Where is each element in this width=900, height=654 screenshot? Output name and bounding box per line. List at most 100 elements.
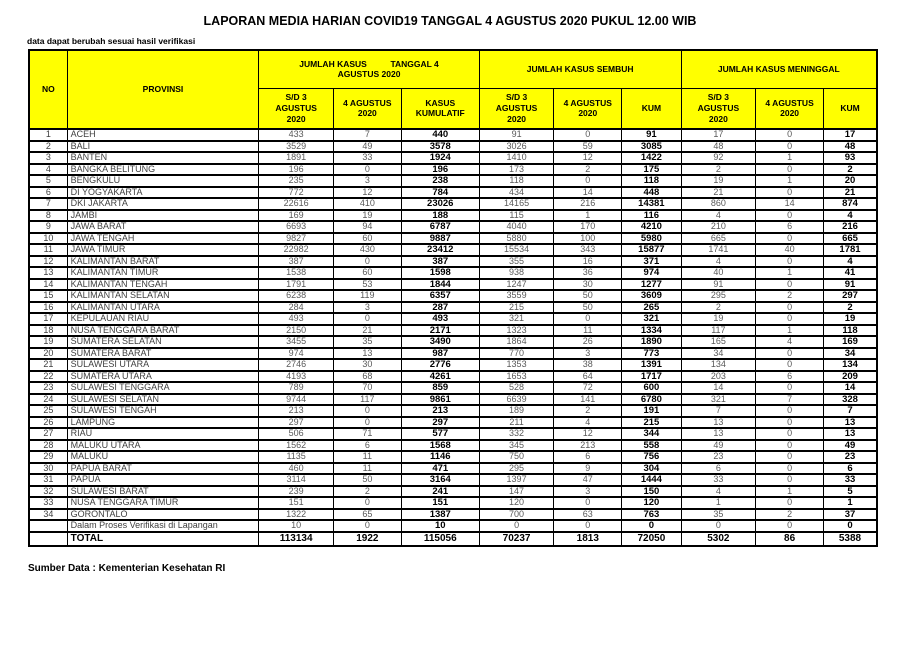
row-value: 0: [755, 231, 824, 245]
row-value: 2: [553, 404, 623, 418]
row-value: 3490: [400, 335, 480, 349]
row-value: 0: [755, 312, 824, 326]
row-value: 1: [680, 496, 757, 510]
row-value: 0: [755, 208, 824, 222]
row-value: 6238: [258, 289, 334, 303]
row-value: 265: [621, 300, 682, 314]
row-value: 23: [680, 450, 757, 464]
row-value: 1741: [680, 243, 757, 257]
row-value: 7: [680, 404, 757, 418]
row-value: 1717: [621, 369, 682, 383]
row-value: 859: [400, 381, 480, 395]
row-value: 0: [823, 519, 878, 533]
row-value: 297: [823, 289, 878, 303]
row-value: 1864: [478, 335, 555, 349]
sub-header-meninggal-sd3: S/D 3 AGUSTUS 2020: [680, 87, 757, 130]
row-value: 756: [621, 450, 682, 464]
row-value: 134: [823, 358, 878, 372]
total-value: 1813: [553, 530, 623, 547]
row-value: 12: [332, 185, 402, 199]
row-value: 0: [755, 346, 824, 360]
table-row: 14 KALIMANTAN TENGAH 1791 53 1844 1247 3…: [28, 277, 878, 291]
row-value: 0: [332, 519, 402, 533]
row-value: 1391: [621, 358, 682, 372]
row-value: 1: [553, 208, 623, 222]
row-value: 789: [258, 381, 334, 395]
row-provinsi: NUSA TENGGARA TIMUR: [66, 496, 260, 510]
row-value: 1: [755, 323, 824, 337]
row-value: 118: [478, 174, 555, 188]
sub-header-sembuh-4agustus: 4 AGUSTUS 2020: [553, 87, 623, 130]
row-provinsi: KALIMANTAN BARAT: [66, 254, 260, 268]
table-row: 15 KALIMANTAN SELATAN 6238 119 6357 3559…: [28, 289, 878, 303]
row-value: 2746: [258, 358, 334, 372]
row-value: 297: [400, 415, 480, 429]
row-value: 10: [400, 519, 480, 533]
row-value: 203: [680, 369, 757, 383]
row-value: 188: [400, 208, 480, 222]
row-value: 9827: [258, 231, 334, 245]
row-value: 7: [332, 128, 402, 142]
row-provinsi: KALIMANTAN UTARA: [66, 300, 260, 314]
row-no: 15: [28, 289, 68, 303]
row-value: 91: [823, 277, 878, 291]
row-no: 27: [28, 427, 68, 441]
table-row: 13 KALIMANTAN TIMUR 1538 60 1598 938 36 …: [28, 266, 878, 280]
row-provinsi: DKI JAKARTA: [66, 197, 260, 211]
row-value: 48: [823, 139, 878, 153]
row-provinsi: KALIMANTAN SELATAN: [66, 289, 260, 303]
row-value: 1: [755, 266, 824, 280]
row-value: 4193: [258, 369, 334, 383]
row-value: 1387: [400, 507, 480, 521]
row-value: 460: [258, 461, 334, 475]
total-row: TOTAL 113134 1922 115056 70237 1813 7205…: [28, 530, 878, 547]
row-value: 21: [680, 185, 757, 199]
sub-header-kasus-4agustus: 4 AGUSTUS 2020: [332, 87, 402, 130]
row-value: 1568: [400, 438, 480, 452]
row-value: 1781: [823, 243, 878, 257]
table-row: 7 DKI JAKARTA 22616 410 23026 14165 216 …: [28, 197, 878, 211]
row-value: 63: [553, 507, 623, 521]
row-value: 5980: [621, 231, 682, 245]
row-value: 12: [553, 151, 623, 165]
table-row: 33 NUSA TENGGARA TIMUR 151 0 151 120 0 1…: [28, 496, 878, 510]
row-no: 30: [28, 461, 68, 475]
row-provinsi: SUMATERA UTARA: [66, 369, 260, 383]
row-value: 773: [621, 346, 682, 360]
row-provinsi: BENGKULU: [66, 174, 260, 188]
row-value: 50: [553, 289, 623, 303]
row-provinsi: SUMATERA SELATAN: [66, 335, 260, 349]
row-value: 12: [553, 427, 623, 441]
row-value: 4040: [478, 220, 555, 234]
row-value: 600: [621, 381, 682, 395]
row-value: 1924: [400, 151, 480, 165]
row-value: 34: [823, 346, 878, 360]
total-value: 1922: [332, 530, 402, 547]
row-value: 215: [478, 300, 555, 314]
row-value: 7: [823, 404, 878, 418]
total-value: 113134: [258, 530, 334, 547]
row-value: 577: [400, 427, 480, 441]
row-value: 434: [478, 185, 555, 199]
table-row: 21 SULAWESI UTARA 2746 30 2776 1353 38 1…: [28, 358, 878, 372]
row-no: 17: [28, 312, 68, 326]
table-row: 17 KEPULAUAN RIAU 493 0 493 321 0 321 19…: [28, 312, 878, 326]
row-value: 1334: [621, 323, 682, 337]
row-value: 974: [621, 266, 682, 280]
row-value: 19: [680, 312, 757, 326]
row-value: 1422: [621, 151, 682, 165]
row-value: 0: [755, 139, 824, 153]
row-value: 440: [400, 128, 480, 142]
table-row: 6 DI YOGYAKARTA 772 12 784 434 14 448 21…: [28, 185, 878, 199]
row-value: 10: [258, 519, 334, 533]
row-provinsi: JAWA TIMUR: [66, 243, 260, 257]
row-value: 1890: [621, 335, 682, 349]
row-value: 387: [400, 254, 480, 268]
row-value: 238: [400, 174, 480, 188]
row-value: 0: [332, 415, 402, 429]
row-value: 0: [755, 128, 824, 142]
row-value: 13: [823, 415, 878, 429]
row-value: 141: [553, 392, 623, 406]
row-no: 32: [28, 484, 68, 498]
row-value: 211: [478, 415, 555, 429]
